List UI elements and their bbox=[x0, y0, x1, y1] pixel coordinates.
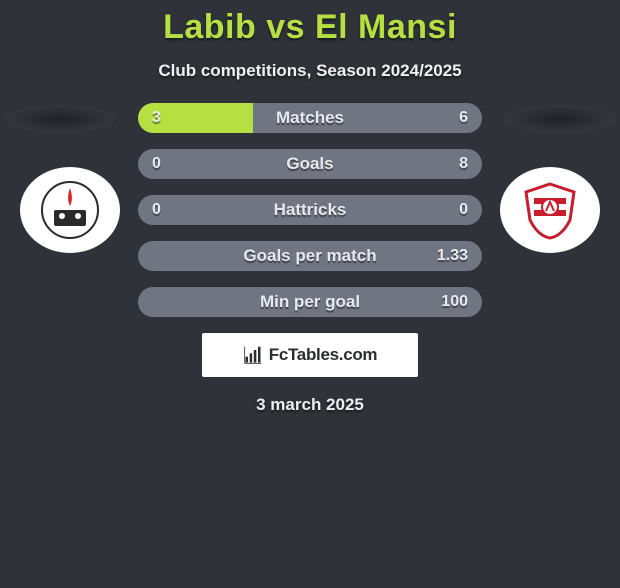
pedestal-left bbox=[5, 105, 115, 133]
stat-value-left: 0 bbox=[152, 149, 161, 179]
stats-area: 3Matches60Goals80Hattricks0Goals per mat… bbox=[0, 103, 620, 317]
site-logo: FcTables.com bbox=[202, 333, 418, 377]
stat-label: Goals bbox=[138, 149, 482, 179]
stat-value-left: 0 bbox=[152, 195, 161, 225]
club-crest-left-icon bbox=[40, 180, 100, 240]
stat-value-right: 100 bbox=[441, 287, 468, 317]
page-title: Labib vs El Mansi bbox=[0, 8, 620, 47]
stat-row: 0Hattricks0 bbox=[138, 195, 482, 225]
stat-label: Goals per match bbox=[138, 241, 482, 271]
stat-row: Goals per match1.33 bbox=[138, 241, 482, 271]
stat-row: Min per goal100 bbox=[138, 287, 482, 317]
stat-value-right: 8 bbox=[459, 149, 468, 179]
stat-row: 3Matches6 bbox=[138, 103, 482, 133]
stat-value-right: 0 bbox=[459, 195, 468, 225]
bars-chart-icon bbox=[243, 345, 263, 365]
subtitle: Club competitions, Season 2024/2025 bbox=[0, 61, 620, 81]
stat-label: Hattricks bbox=[138, 195, 482, 225]
site-logo-text: FcTables.com bbox=[269, 345, 378, 365]
pedestal-right bbox=[505, 105, 615, 133]
club-crest-right-icon bbox=[520, 180, 580, 240]
stat-value-right: 6 bbox=[459, 103, 468, 133]
stat-label: Min per goal bbox=[138, 287, 482, 317]
stat-value-right: 1.33 bbox=[437, 241, 468, 271]
stat-row: 0Goals8 bbox=[138, 149, 482, 179]
date-line: 3 march 2025 bbox=[0, 395, 620, 415]
stat-bars: 3Matches60Goals80Hattricks0Goals per mat… bbox=[138, 103, 482, 317]
club-badge-right bbox=[500, 167, 600, 253]
stat-fill-left bbox=[138, 103, 253, 133]
club-badge-left bbox=[20, 167, 120, 253]
